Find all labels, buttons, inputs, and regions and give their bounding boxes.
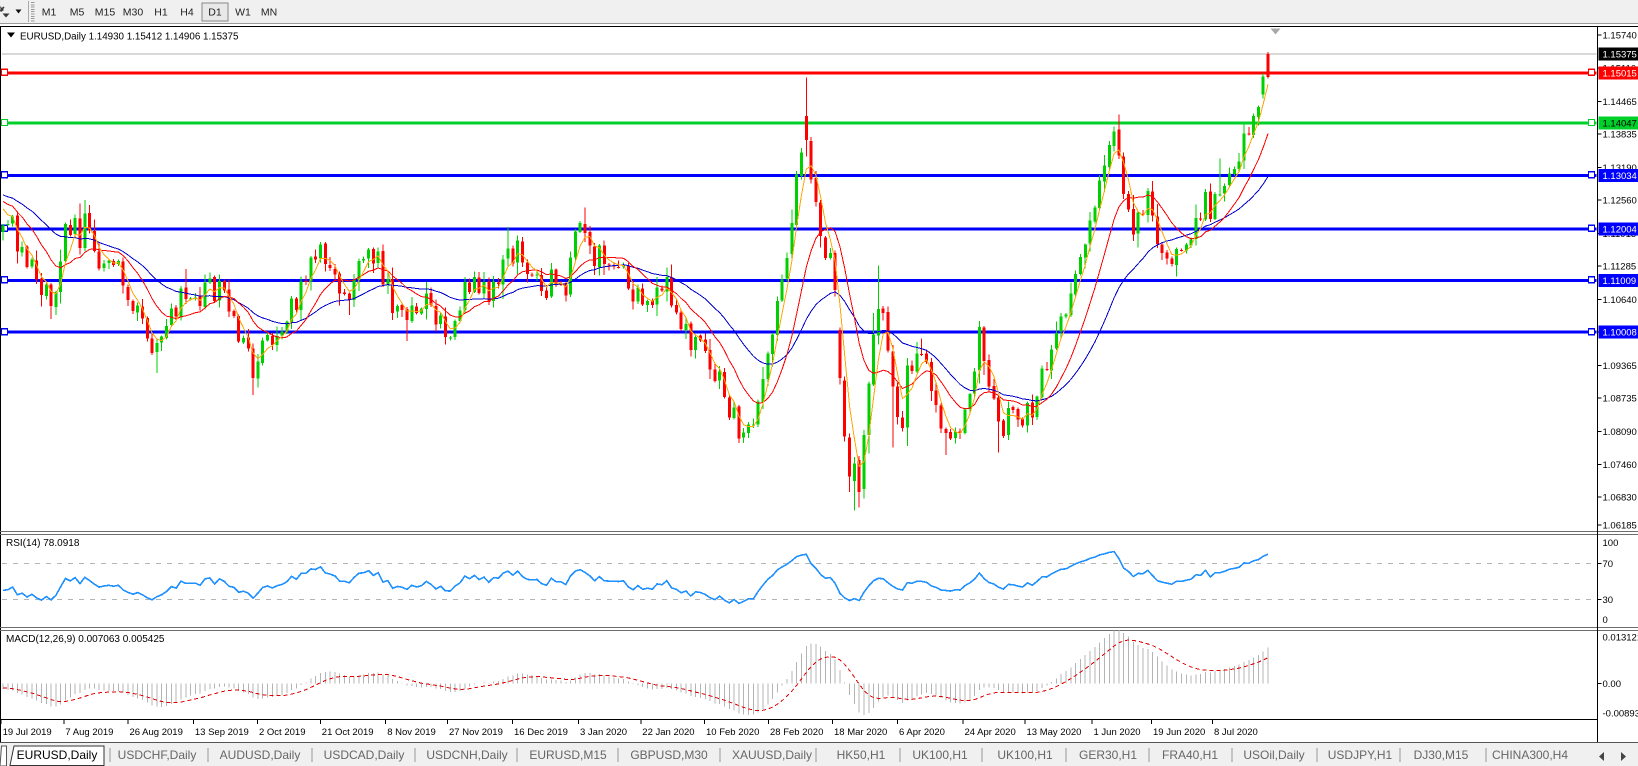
svg-text:W1: W1 — [235, 7, 251, 19]
svg-text:0.013121: 0.013121 — [1603, 633, 1638, 644]
svg-text:19 Jul 2019: 19 Jul 2019 — [3, 727, 52, 738]
svg-text:M1: M1 — [42, 7, 57, 19]
svg-text:1.12560: 1.12560 — [1603, 196, 1637, 207]
svg-text:18 Mar 2020: 18 Mar 2020 — [834, 727, 887, 738]
svg-text:GER30,H1: GER30,H1 — [1079, 748, 1137, 762]
svg-text:1.11285: 1.11285 — [1603, 262, 1637, 273]
svg-text:16 Dec 2019: 16 Dec 2019 — [514, 727, 568, 738]
svg-text:1 Jun 2020: 1 Jun 2020 — [1094, 727, 1141, 738]
svg-text:1.15375: 1.15375 — [1603, 50, 1637, 61]
svg-text:1.06830: 1.06830 — [1603, 492, 1637, 503]
svg-text:6 Apr 2020: 6 Apr 2020 — [899, 727, 945, 738]
svg-text:RSI(14) 78.0918: RSI(14) 78.0918 — [6, 538, 80, 549]
svg-text:USDJPY,H1: USDJPY,H1 — [1328, 748, 1393, 762]
svg-text:H4: H4 — [180, 7, 194, 19]
svg-text:M30: M30 — [123, 7, 144, 19]
svg-text:EURUSD,Daily: EURUSD,Daily — [17, 748, 98, 762]
svg-text:70: 70 — [1603, 559, 1614, 570]
svg-text:24 Apr 2020: 24 Apr 2020 — [965, 727, 1016, 738]
svg-text:1.13034: 1.13034 — [1603, 171, 1637, 182]
svg-text:M15: M15 — [95, 7, 116, 19]
svg-text:1.08090: 1.08090 — [1603, 427, 1637, 438]
svg-text:19 Jun 2020: 19 Jun 2020 — [1153, 727, 1205, 738]
svg-text:XAUUSD,Daily: XAUUSD,Daily — [732, 748, 812, 762]
svg-text:1.15015: 1.15015 — [1603, 68, 1637, 79]
svg-text:D1: D1 — [208, 7, 222, 19]
svg-text:UK100,H1: UK100,H1 — [912, 748, 968, 762]
svg-text:1.12004: 1.12004 — [1603, 224, 1637, 235]
svg-text:13 May 2020: 13 May 2020 — [1027, 727, 1082, 738]
svg-text:USOil,Daily: USOil,Daily — [1243, 748, 1304, 762]
svg-text:21 Oct 2019: 21 Oct 2019 — [322, 727, 374, 738]
svg-text:22 Jan 2020: 22 Jan 2020 — [642, 727, 694, 738]
svg-text:MACD(12,26,9) 0.007063 0.00542: MACD(12,26,9) 0.007063 0.005425 — [6, 634, 165, 645]
svg-text:USDCAD,Daily: USDCAD,Daily — [324, 748, 405, 762]
svg-text:USDCHF,Daily: USDCHF,Daily — [118, 748, 197, 762]
svg-text:MN: MN — [261, 7, 277, 19]
svg-text:1.14047: 1.14047 — [1603, 119, 1637, 130]
svg-text:DJ30,M15: DJ30,M15 — [1414, 748, 1469, 762]
svg-text:1.11009: 1.11009 — [1603, 276, 1637, 287]
svg-text:2 Oct 2019: 2 Oct 2019 — [259, 727, 305, 738]
svg-text:10 Feb 2020: 10 Feb 2020 — [706, 727, 759, 738]
svg-text:1.13835: 1.13835 — [1603, 129, 1637, 140]
svg-text:1.09365: 1.09365 — [1603, 361, 1637, 372]
svg-text:UK100,H1: UK100,H1 — [997, 748, 1053, 762]
svg-text:1.06185: 1.06185 — [1603, 521, 1637, 532]
svg-text:100: 100 — [1603, 538, 1619, 549]
svg-text:USDCNH,Daily: USDCNH,Daily — [426, 748, 507, 762]
svg-text:1.10008: 1.10008 — [1603, 328, 1637, 339]
svg-text:1.15740: 1.15740 — [1603, 31, 1637, 42]
svg-text:GBPUSD,M30: GBPUSD,M30 — [630, 748, 708, 762]
svg-text:FRA40,H1: FRA40,H1 — [1162, 748, 1218, 762]
svg-text:-0.008933: -0.008933 — [1603, 708, 1638, 719]
svg-text:26 Aug 2019: 26 Aug 2019 — [130, 727, 183, 738]
svg-text:13 Sep 2019: 13 Sep 2019 — [195, 727, 249, 738]
svg-text:7 Aug 2019: 7 Aug 2019 — [65, 727, 113, 738]
svg-text:8 Jul 2020: 8 Jul 2020 — [1214, 727, 1258, 738]
svg-text:M5: M5 — [70, 7, 85, 19]
svg-text:EURUSD,M15: EURUSD,M15 — [529, 748, 607, 762]
svg-text:CHINA300,H4: CHINA300,H4 — [1492, 748, 1568, 762]
svg-text:1.08735: 1.08735 — [1603, 394, 1637, 405]
svg-text:27 Nov 2019: 27 Nov 2019 — [449, 727, 503, 738]
svg-text:0.00: 0.00 — [1603, 679, 1622, 690]
svg-text:EURUSD,Daily 1.14930 1.15412: EURUSD,Daily 1.14930 1.15412 1.14906 1.1… — [20, 32, 239, 43]
svg-text:HK50,H1: HK50,H1 — [837, 748, 886, 762]
svg-text:1.13190: 1.13190 — [1603, 163, 1637, 174]
svg-text:30: 30 — [1603, 595, 1614, 606]
svg-text:1.10640: 1.10640 — [1603, 295, 1637, 306]
svg-text:28 Feb 2020: 28 Feb 2020 — [770, 727, 823, 738]
svg-text:AUDUSD,Daily: AUDUSD,Daily — [220, 748, 301, 762]
svg-text:H1: H1 — [154, 7, 168, 19]
svg-text:1.07460: 1.07460 — [1603, 460, 1637, 471]
svg-text:1.14465: 1.14465 — [1603, 97, 1637, 108]
svg-text:3 Jan 2020: 3 Jan 2020 — [580, 727, 627, 738]
svg-text:8 Nov 2019: 8 Nov 2019 — [387, 727, 436, 738]
svg-text:0: 0 — [1603, 615, 1608, 626]
